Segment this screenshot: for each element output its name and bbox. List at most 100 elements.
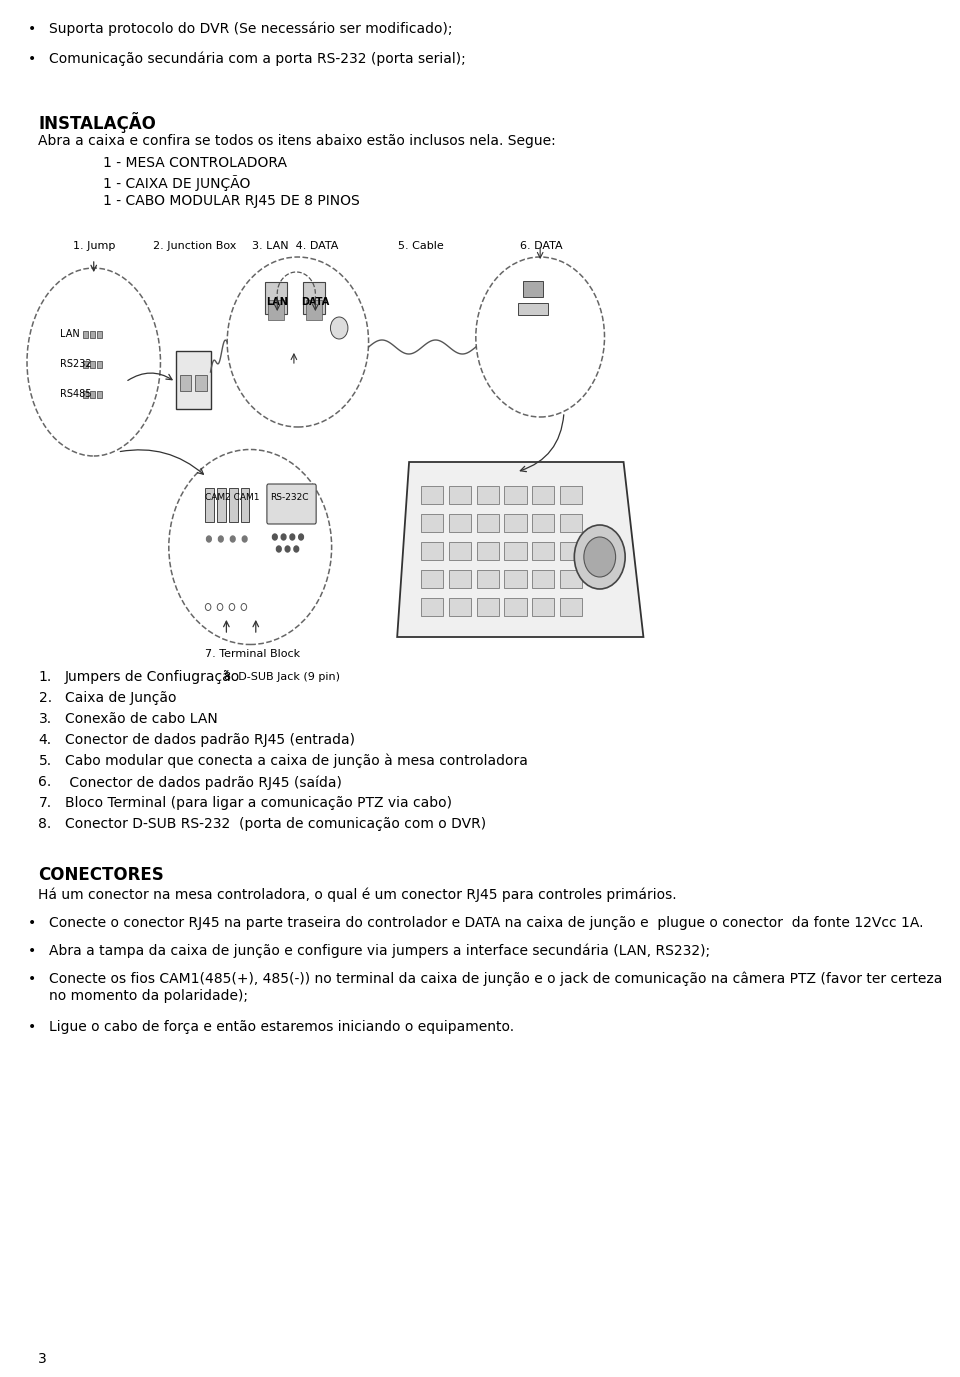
- Bar: [532, 543, 555, 560]
- Text: •: •: [28, 972, 36, 986]
- Bar: [176, 351, 210, 409]
- Text: Suporta protocolo do DVR (Se necessário ser modificado);: Suporta protocolo do DVR (Se necessário …: [49, 22, 453, 37]
- Circle shape: [206, 536, 211, 543]
- Circle shape: [242, 536, 247, 543]
- Bar: [532, 486, 555, 504]
- Text: 3.: 3.: [38, 712, 52, 726]
- Text: Caixa de Junção: Caixa de Junção: [65, 691, 177, 705]
- Bar: [97, 391, 103, 398]
- Circle shape: [294, 547, 299, 552]
- Bar: [504, 598, 527, 616]
- Text: 7. Terminal Block: 7. Terminal Block: [204, 649, 300, 660]
- Text: 5.: 5.: [38, 755, 52, 768]
- Bar: [90, 391, 95, 398]
- Circle shape: [574, 525, 625, 589]
- Text: Bloco Terminal (para ligar a comunicação PTZ via cabo): Bloco Terminal (para ligar a comunicação…: [65, 796, 452, 810]
- Text: DATA: DATA: [301, 297, 329, 307]
- Bar: [241, 487, 250, 522]
- Bar: [265, 282, 287, 314]
- Bar: [302, 282, 324, 314]
- Circle shape: [276, 547, 281, 552]
- Text: INSTALAÇÃO: INSTALAÇÃO: [38, 112, 156, 134]
- Circle shape: [299, 534, 303, 540]
- Bar: [83, 330, 88, 337]
- Text: Conecte o conector RJ45 na parte traseira do controlador e DATA na caixa de junç: Conecte o conector RJ45 na parte traseir…: [49, 916, 924, 929]
- Circle shape: [281, 534, 286, 540]
- Text: •: •: [28, 52, 36, 66]
- Circle shape: [241, 603, 247, 610]
- Text: •: •: [28, 945, 36, 958]
- Text: CAM2 CAM1: CAM2 CAM1: [204, 493, 259, 501]
- Text: 1. Jump: 1. Jump: [73, 241, 115, 251]
- Bar: [504, 543, 527, 560]
- Text: 3. LAN  4. DATA: 3. LAN 4. DATA: [252, 241, 339, 251]
- Bar: [421, 486, 444, 504]
- Ellipse shape: [476, 257, 605, 417]
- Bar: [449, 486, 471, 504]
- Text: •: •: [28, 22, 36, 36]
- Text: Conector de dados padrão RJ45 (entrada): Conector de dados padrão RJ45 (entrada): [65, 733, 355, 746]
- Bar: [504, 514, 527, 532]
- Bar: [476, 543, 499, 560]
- Bar: [476, 598, 499, 616]
- Bar: [449, 543, 471, 560]
- Circle shape: [584, 537, 615, 577]
- Text: Comunicação secundária com a porta RS-232 (porta serial);: Comunicação secundária com a porta RS-23…: [49, 52, 466, 66]
- Text: Conecte os fios CAM1(485(+), 485(-)) no terminal da caixa de junção e o jack de : Conecte os fios CAM1(485(+), 485(-)) no …: [49, 972, 943, 1002]
- Text: 8. D-SUB Jack (9 pin): 8. D-SUB Jack (9 pin): [224, 672, 340, 682]
- Text: LAN: LAN: [60, 329, 80, 339]
- Text: LAN: LAN: [266, 297, 288, 307]
- Text: Conexão de cabo LAN: Conexão de cabo LAN: [65, 712, 218, 726]
- Circle shape: [290, 534, 295, 540]
- Text: 2. Junction Box: 2. Junction Box: [153, 241, 236, 251]
- Bar: [180, 375, 191, 391]
- Bar: [532, 570, 555, 588]
- Text: 1 - MESA CONTROLADORA: 1 - MESA CONTROLADORA: [104, 156, 287, 169]
- Text: 5. Cable: 5. Cable: [398, 241, 444, 251]
- Text: Ligue o cabo de força e então estaremos iniciando o equipamento.: Ligue o cabo de força e então estaremos …: [49, 1020, 515, 1034]
- Text: 4.: 4.: [38, 733, 52, 746]
- Bar: [449, 514, 471, 532]
- Bar: [476, 486, 499, 504]
- Bar: [504, 486, 527, 504]
- Text: 7.: 7.: [38, 796, 52, 810]
- Text: Há um conector na mesa controladora, o qual é um conector RJ45 para controles pr: Há um conector na mesa controladora, o q…: [38, 888, 677, 902]
- Bar: [421, 514, 444, 532]
- Circle shape: [330, 317, 348, 339]
- Bar: [421, 543, 444, 560]
- Bar: [90, 361, 95, 368]
- Circle shape: [230, 536, 235, 543]
- Bar: [306, 300, 322, 319]
- Bar: [449, 570, 471, 588]
- Text: 1 - CAIXA DE JUNÇÃO: 1 - CAIXA DE JUNÇÃO: [104, 175, 251, 191]
- Circle shape: [219, 536, 224, 543]
- Bar: [97, 361, 103, 368]
- Text: CONECTORES: CONECTORES: [38, 866, 164, 884]
- Bar: [476, 570, 499, 588]
- Bar: [560, 486, 583, 504]
- Bar: [504, 570, 527, 588]
- Bar: [268, 300, 283, 319]
- Ellipse shape: [27, 269, 160, 456]
- Bar: [517, 303, 548, 315]
- Text: RS485: RS485: [60, 388, 92, 399]
- Bar: [228, 487, 237, 522]
- Bar: [196, 375, 206, 391]
- Text: RS-232C: RS-232C: [270, 493, 308, 501]
- Text: •: •: [28, 1020, 36, 1034]
- Ellipse shape: [228, 257, 369, 427]
- Text: 2.: 2.: [38, 691, 52, 705]
- Text: Abra a caixa e confira se todos os itens abaixo estão inclusos nela. Segue:: Abra a caixa e confira se todos os itens…: [38, 134, 556, 147]
- Circle shape: [205, 603, 211, 610]
- Bar: [560, 598, 583, 616]
- Text: Conector de dados padrão RJ45 (saída): Conector de dados padrão RJ45 (saída): [65, 775, 342, 789]
- Text: Conector D-SUB RS-232  (porta de comunicação com o DVR): Conector D-SUB RS-232 (porta de comunica…: [65, 817, 487, 830]
- Bar: [532, 514, 555, 532]
- FancyBboxPatch shape: [267, 483, 316, 525]
- Bar: [217, 487, 226, 522]
- Text: 3: 3: [38, 1352, 47, 1366]
- Circle shape: [217, 603, 223, 610]
- Circle shape: [273, 534, 277, 540]
- Text: RS232: RS232: [60, 359, 92, 369]
- Bar: [560, 514, 583, 532]
